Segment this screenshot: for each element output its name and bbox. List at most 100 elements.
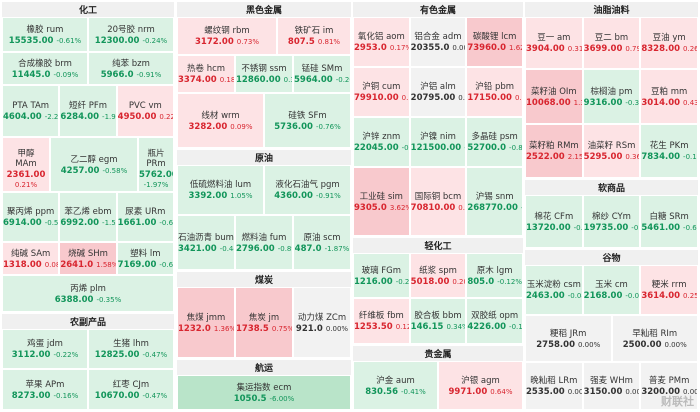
quote-tile-sc[interactable]: 原油 scm 487.0 -1.87% xyxy=(293,215,351,270)
quote-tile-pr[interactable]: 瓶片 PRm 5762.00 -1.97% xyxy=(138,137,174,192)
quote-tile-zc[interactable]: 动力煤 ZCm 921.0 0.00% xyxy=(293,287,351,358)
quote-tile-pg[interactable]: 液化石油气 pgm 4360.00 -0.91% xyxy=(264,165,351,215)
quote-tile-sf[interactable]: 硅铁 SFm 5736.00 -0.76% xyxy=(264,93,351,148)
quote-name: 橡胶 rum xyxy=(3,25,87,35)
quote-tile-nr[interactable]: 20号胶 nrm 12300.00 -0.24% xyxy=(88,17,174,52)
sector-title-agri[interactable]: 农副产品 xyxy=(2,314,174,329)
quote-tile-wr[interactable]: 线材 wrm 3282.00 0.09% xyxy=(177,93,264,148)
quote-tile-br[interactable]: 合成橡胶 brm 11445.0 -0.09% xyxy=(2,52,88,85)
quote-tile-j[interactable]: 焦炭 jm 1738.5 0.75% xyxy=(235,287,293,358)
quote-label: 白糖 xyxy=(649,211,667,222)
quote-tile-au[interactable]: 沪金 aum 830.56 -0.41% xyxy=(353,361,438,410)
quote-tile-ma[interactable]: 甲醇 MAm 2361.00 0.21% xyxy=(2,137,50,192)
quote-price: 17150.00 xyxy=(467,93,512,103)
quote-tile-rb[interactable]: 螺纹钢 rbm 3172.00 0.73% xyxy=(177,17,277,55)
sector-title-softs[interactable]: 软商品 xyxy=(525,180,698,195)
quote-tile-ag[interactable]: 沪银 agm 9971.00 0.64% xyxy=(438,361,523,410)
quote-code: rbm xyxy=(232,26,250,36)
quote-tile-lh[interactable]: 生猪 lhm 12825.00 -0.47% xyxy=(88,329,174,369)
quote-price: 2500.00 xyxy=(622,339,662,350)
quote-tile-sh[interactable]: 烧碱 SHm 2641.0 1.58% xyxy=(59,242,117,275)
sector-title-chemical[interactable]: 化工 xyxy=(2,2,174,17)
sector-title-ferrous[interactable]: 黑色金属 xyxy=(177,2,351,17)
quote-tile-i[interactable]: 铁矿石 im 807.5 0.81% xyxy=(277,17,351,55)
sector-title-grains[interactable]: 谷物 xyxy=(525,250,698,265)
quote-tile-bz[interactable]: 纯苯 bzm 5966.0 -0.91% xyxy=(88,52,174,85)
quote-values: 2535.000.00% xyxy=(526,387,582,397)
quote-values: 4604.00-2.21% xyxy=(3,112,58,122)
sector-title-energy[interactable]: 原油 xyxy=(177,150,351,165)
quote-tile-cj[interactable]: 红枣 CJm 10670.00 -0.47% xyxy=(88,369,174,410)
quote-change: 0.34% xyxy=(446,323,465,331)
quote-tile-jr[interactable]: 粳稻 JRm 2758.00 0.00% xyxy=(525,315,612,362)
sector-title-light[interactable]: 轻化工 xyxy=(353,238,523,253)
quote-tile-jd[interactable]: 鸡蛋 jdm 3112.00 -0.22% xyxy=(2,329,88,369)
quote-tile-lu[interactable]: 低硫燃料油 lum 3392.00 1.05% xyxy=(177,165,264,215)
quote-tile-ap[interactable]: 苹果 APm 8273.00 -0.16% xyxy=(2,369,88,410)
quote-tile-ri[interactable]: 早籼稻 RIm 2500.00 0.00% xyxy=(611,315,698,362)
quote-price: 3282.00 xyxy=(188,121,228,132)
quote-tile-pl[interactable]: 丙烯 plm 6388.00 -0.35% xyxy=(2,275,174,312)
sector-title-oils[interactable]: 油脂油料 xyxy=(525,2,698,17)
quote-tile-ru[interactable]: 橡胶 rum 15535.00 -0.61% xyxy=(2,17,88,52)
quote-tile-jm[interactable]: 焦煤 jmm 1232.0 1.36% xyxy=(177,287,235,358)
quote-tile-ec[interactable]: 集运指数 ecm 1050.5 -6.00% xyxy=(177,375,351,410)
sector-title-coal[interactable]: 煤炭 xyxy=(177,272,351,287)
sector-title-precious[interactable]: 贵金属 xyxy=(353,346,523,361)
sector-title-shipping[interactable]: 航运 xyxy=(177,360,351,375)
quote-tile-lg[interactable]: 原木 lgm 805.0 -0.12% xyxy=(466,253,523,298)
quote-tile-eg[interactable]: 乙二醇 egm 4257.00 -0.58% xyxy=(50,137,138,192)
sector-title-nonferrous[interactable]: 有色金属 xyxy=(353,2,523,17)
quote-price: 5295.00 xyxy=(583,152,623,162)
quote-code: ebm xyxy=(92,207,112,217)
